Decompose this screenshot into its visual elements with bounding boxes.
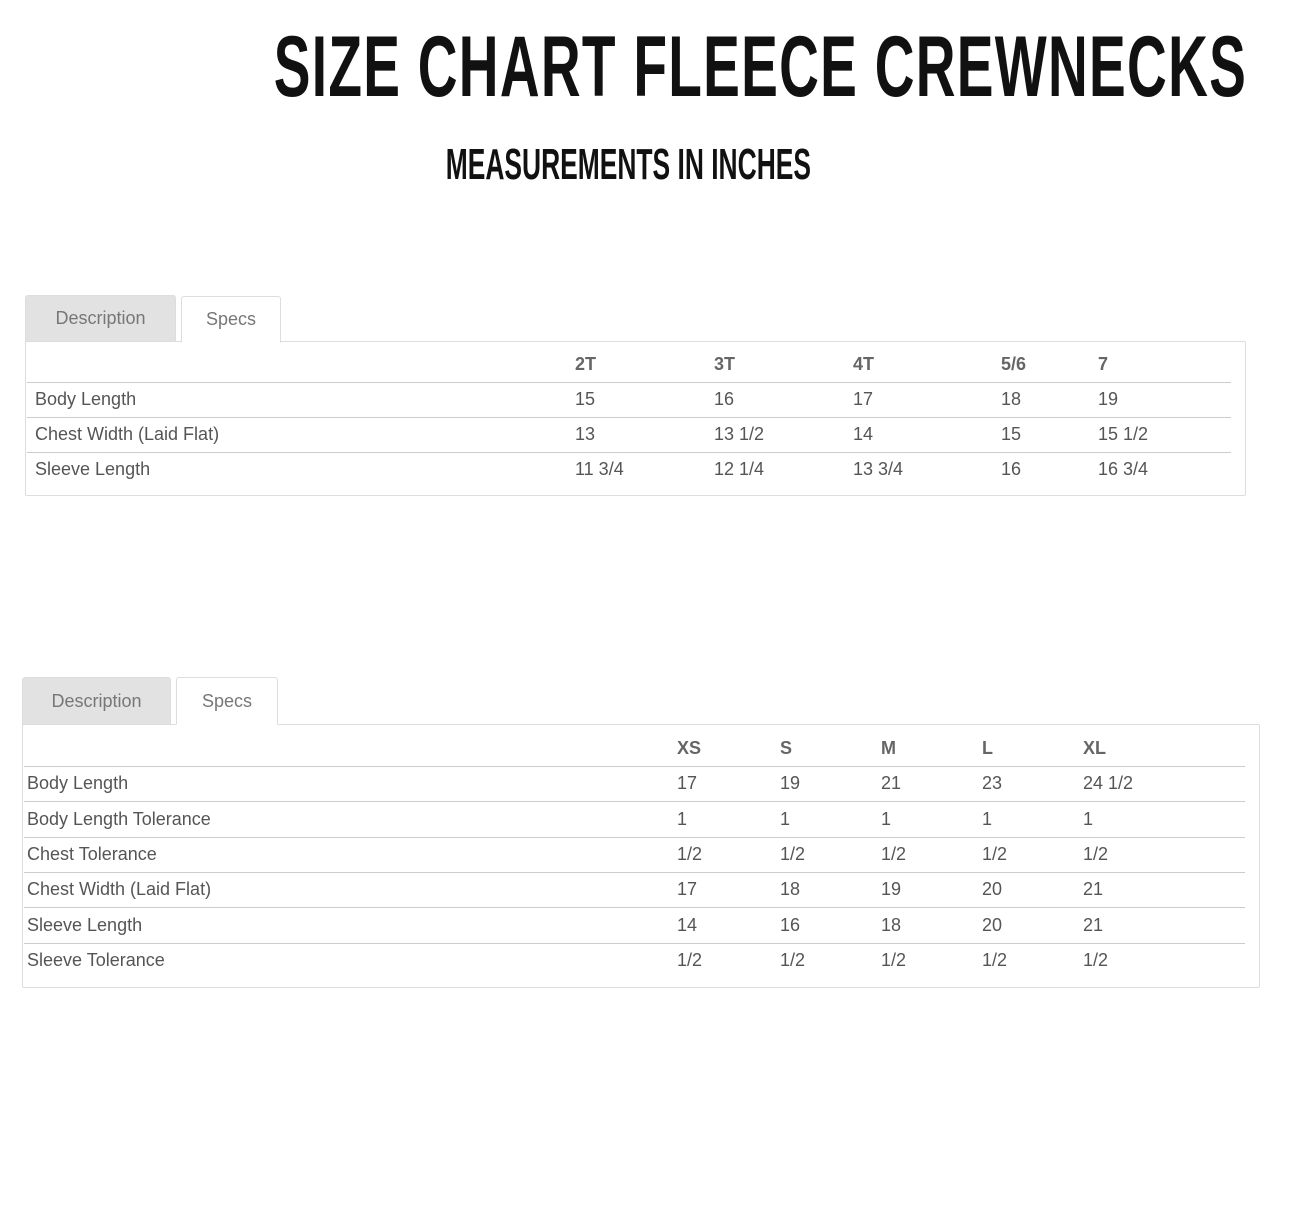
table-row: Sleeve Length 14 16 18 20 21 xyxy=(24,908,1245,944)
table-cell: 16 xyxy=(780,914,801,935)
table-cell: 17 xyxy=(677,773,698,794)
table-cell: 1/2 xyxy=(881,949,907,970)
table-row: Body Length Tolerance 1 1 1 1 1 xyxy=(24,802,1245,838)
table-cell: 19 xyxy=(881,879,902,900)
table-cell: 14 xyxy=(677,914,698,935)
table-row: Body Length 15 16 17 18 19 xyxy=(27,382,1231,418)
column-header: L xyxy=(982,738,993,758)
table-cell: 13 3/4 xyxy=(853,459,904,479)
tab-description[interactable]: Description xyxy=(25,295,176,342)
table-cell: 18 xyxy=(1001,389,1022,409)
table-cell: 1 xyxy=(1083,808,1094,829)
table-cell: 11 3/4 xyxy=(575,459,624,479)
table-cell: 1/2 xyxy=(982,843,1008,864)
table-cell: 23 xyxy=(982,773,1003,794)
table-row: Chest Width (Laid Flat) 17 18 19 20 21 xyxy=(24,872,1245,909)
table-row: Body Length 17 19 21 23 24 1/2 xyxy=(24,766,1245,803)
column-header: 3T xyxy=(714,354,736,374)
table-cell: 1 xyxy=(677,808,688,829)
column-header: 5/6 xyxy=(1001,354,1027,374)
table-row: Sleeve Length 11 3/4 12 1/4 13 3/4 16 16 3/4 xyxy=(27,452,1231,487)
tab-specs[interactable]: Specs xyxy=(176,677,278,725)
table-cell: 21 xyxy=(1083,879,1104,900)
size-table-adult: XS S M L XL Body Length 17 19 21 23 24 1/2 Body Len… xyxy=(22,724,1260,988)
table-row: Chest Tolerance 1/2 1/2 1/2 1/2 1/2 xyxy=(24,837,1245,873)
table-cell: 18 xyxy=(780,879,801,900)
table-cell: 21 xyxy=(1083,914,1104,935)
table-cell: 1/2 xyxy=(677,949,703,970)
table-cell: 1/2 xyxy=(1083,843,1109,864)
page-subtitle-text: MEASUREMENTS IN INCHES xyxy=(445,140,811,189)
column-header: S xyxy=(780,738,793,758)
table-header-row: XS S M L XL xyxy=(24,731,1245,767)
table-cell: 1/2 xyxy=(780,843,806,864)
tab-specs[interactable]: Specs xyxy=(181,296,281,343)
table-cell: 1/2 xyxy=(780,949,806,970)
row-label: Chest Width (Laid Flat) xyxy=(27,879,212,900)
table-cell: 17 xyxy=(677,879,698,900)
column-header: 4T xyxy=(853,354,875,374)
page-title-text: SIZE CHART FLEECE CREWNECKS xyxy=(273,19,1248,115)
row-label: Chest Width (Laid Flat) xyxy=(35,424,220,444)
table-cell: 18 xyxy=(881,914,902,935)
table-cell: 21 xyxy=(881,773,902,794)
table-cell: 20 xyxy=(982,879,1003,900)
table-cell: 14 xyxy=(853,424,874,444)
row-label: Body Length xyxy=(35,389,137,409)
page-subtitle: MEASUREMENTS IN INCHES xyxy=(0,140,1256,190)
table-cell: 1/2 xyxy=(1083,949,1109,970)
column-header: M xyxy=(881,738,896,758)
table-cell: 1/2 xyxy=(881,843,907,864)
table-cell: 13 1/2 xyxy=(714,424,765,444)
column-header: XL xyxy=(1083,738,1107,758)
column-header: 7 xyxy=(1098,354,1109,374)
row-label: Chest Tolerance xyxy=(27,843,157,864)
table-cell: 12 1/4 xyxy=(714,459,765,479)
row-label: Body Length xyxy=(27,773,129,794)
row-label: Sleeve Tolerance xyxy=(27,949,165,970)
table-row: Chest Width (Laid Flat) 13 13 1/2 14 15 15 1/… xyxy=(27,417,1231,453)
column-header: 2T xyxy=(575,354,597,374)
tab-description[interactable]: Description xyxy=(22,677,171,725)
table-cell: 15 xyxy=(1001,424,1022,444)
table-cell: 19 xyxy=(1098,389,1119,409)
table-cell: 15 1/2 xyxy=(1098,424,1149,444)
table-cell: 13 xyxy=(575,424,596,444)
table-cell: 16 xyxy=(714,389,735,409)
table-cell: 17 xyxy=(853,389,874,409)
table-cell: 1 xyxy=(982,808,993,829)
table-cell: 1/2 xyxy=(982,949,1008,970)
row-label: Sleeve Length xyxy=(35,459,151,479)
table-row: Sleeve Tolerance 1/2 1/2 1/2 1/2 1/2 xyxy=(24,943,1245,978)
table-cell: 20 xyxy=(982,914,1003,935)
table-cell: 1 xyxy=(881,808,892,829)
row-label: Sleeve Length xyxy=(27,914,143,935)
table-cell: 19 xyxy=(780,773,801,794)
size-table-kids: 2T 3T 4T 5/6 7 Body Length 15 16 17 18 19 Chest Wid… xyxy=(25,341,1246,496)
table-cell: 16 xyxy=(1001,459,1022,479)
table-cell: 1 xyxy=(780,808,791,829)
column-header: XS xyxy=(677,738,702,758)
page-title: SIZE CHART FLEECE CREWNECKS xyxy=(0,18,1256,117)
table-cell: 15 xyxy=(575,389,596,409)
table-header-row: 2T 3T 4T 5/6 7 xyxy=(27,347,1231,383)
row-label: Body Length Tolerance xyxy=(27,808,211,829)
table-cell: 24 1/2 xyxy=(1083,773,1134,794)
table-cell: 16 3/4 xyxy=(1098,459,1149,479)
table-cell: 1/2 xyxy=(677,843,703,864)
